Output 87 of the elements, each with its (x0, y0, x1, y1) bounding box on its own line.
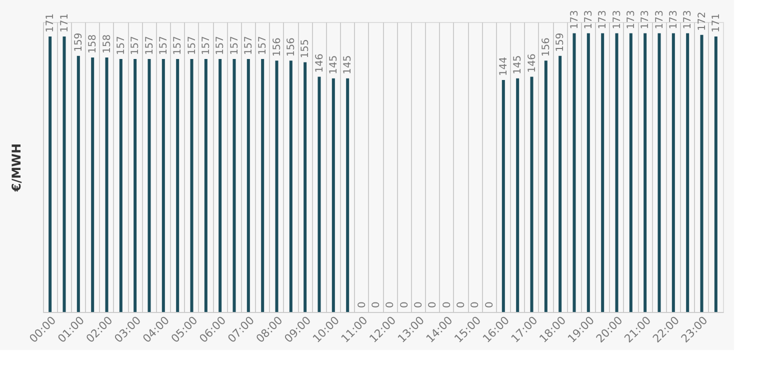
data-label: 156 (286, 38, 297, 57)
data-label: 157 (158, 36, 170, 56)
data-label: 157 (258, 36, 269, 56)
bar (275, 60, 278, 312)
bar (332, 78, 335, 312)
bar (232, 59, 236, 312)
bar (246, 59, 250, 312)
bar (686, 33, 690, 312)
bar (615, 33, 618, 312)
data-label: 156 (540, 38, 552, 57)
bar (516, 78, 520, 312)
data-label: 145 (512, 55, 524, 74)
data-label: 157 (116, 36, 127, 56)
bar (48, 36, 52, 312)
data-label: 171 (59, 13, 70, 32)
data-label: 146 (526, 54, 538, 73)
data-label: 158 (102, 34, 113, 54)
bar (148, 59, 151, 312)
bar (572, 33, 576, 312)
bar (304, 62, 307, 312)
data-label: 171 (710, 13, 722, 32)
data-label: 157 (229, 36, 240, 56)
bar (119, 59, 122, 312)
bar (629, 33, 632, 312)
bar (601, 33, 604, 312)
bar (261, 59, 264, 312)
bar (318, 76, 321, 312)
y-axis-title: €/MWH (10, 144, 24, 192)
data-label: 157 (243, 36, 254, 56)
data-label: 171 (45, 13, 56, 32)
bar (289, 60, 292, 312)
bar (544, 60, 548, 312)
data-label: 173 (668, 10, 680, 30)
data-label: 173 (640, 10, 652, 30)
bar (204, 59, 208, 312)
bar (76, 56, 80, 312)
data-label: 0 (456, 302, 467, 308)
bar (644, 33, 647, 312)
bar (558, 56, 562, 312)
bar (714, 36, 718, 312)
bar (190, 59, 194, 312)
data-label: 156 (272, 38, 283, 57)
bar (502, 80, 505, 312)
data-label: 173 (626, 10, 637, 30)
data-label: 159 (555, 32, 566, 52)
data-label: 157 (144, 36, 156, 56)
data-label: 0 (484, 302, 496, 308)
bar (530, 76, 534, 312)
data-label: 0 (399, 302, 410, 308)
data-label: 173 (612, 10, 623, 30)
data-label: 173 (569, 10, 580, 30)
data-label: 155 (300, 39, 312, 58)
bar (672, 33, 675, 312)
data-label: 146 (314, 54, 326, 73)
bar (62, 36, 66, 312)
data-label: 158 (88, 34, 99, 54)
data-label: 173 (583, 10, 594, 30)
data-label: 145 (342, 55, 354, 74)
data-label: 0 (470, 302, 482, 308)
bar (162, 59, 165, 312)
data-label: 157 (186, 36, 198, 56)
data-label: 172 (696, 12, 708, 31)
bar (700, 34, 704, 312)
bar (105, 57, 108, 312)
data-label: 0 (370, 302, 382, 308)
bar (134, 59, 137, 312)
data-label: 159 (73, 32, 84, 52)
data-label: 173 (654, 10, 666, 30)
data-label: 144 (498, 56, 510, 76)
bar (658, 33, 661, 312)
bar (91, 57, 94, 312)
data-label: 157 (215, 36, 226, 56)
data-label: 157 (200, 36, 212, 56)
bar (346, 78, 350, 312)
data-label: 173 (682, 10, 694, 30)
bar (218, 59, 222, 312)
data-label: 145 (328, 55, 340, 74)
data-label: 157 (172, 36, 184, 56)
data-label: 0 (428, 302, 439, 308)
bar (586, 33, 590, 312)
data-label: 0 (356, 302, 368, 308)
data-label: 173 (598, 10, 609, 30)
bar (176, 59, 180, 312)
data-label: 0 (385, 302, 396, 308)
data-label: 157 (130, 36, 142, 56)
data-label: 0 (442, 302, 453, 308)
data-label: 0 (413, 302, 424, 308)
